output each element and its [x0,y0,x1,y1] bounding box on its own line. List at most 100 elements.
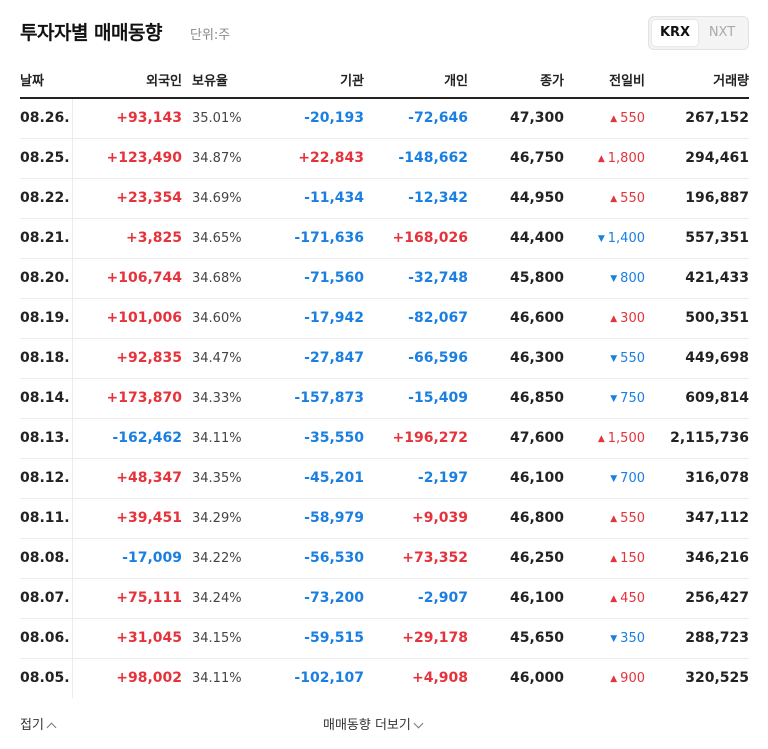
cell-change: ▼ 350 [564,618,645,659]
cell-change: ▼ 550 [564,338,645,379]
cell-foreign: +39,451 [72,498,182,539]
cell-close-value: 46,100 [509,470,564,486]
cell-foreign: +101,006 [72,298,182,339]
cell-close-value: 44,950 [509,190,564,206]
cell-date-value: 08.21. [20,230,70,246]
cell-institution: -35,550 [254,418,364,459]
cell-date: 08.05. [20,658,73,698]
cell-individual-value: -12,342 [408,190,468,206]
cell-change: ▼ 800 [564,258,645,299]
triangle-down-icon: ▼ [610,473,618,484]
cell-institution-value: -71,560 [304,270,364,286]
cell-close-value: 46,100 [509,590,564,606]
triangle-up-icon: ▲ [610,313,618,324]
table-row: 08.13. -162,462 34.11% -35,550 +196,272 47,60… [20,418,749,459]
cell-foreign-value: +92,835 [116,350,182,366]
cell-institution-value: -11,434 [304,190,364,206]
cell-close-value: 45,800 [509,270,564,286]
cell-date-value: 08.12. [20,470,70,486]
cell-institution: -59,515 [254,618,364,659]
cell-individual-value: -32,748 [408,270,468,286]
cell-individual-value: -148,662 [398,150,468,166]
cell-close: 47,600 [468,418,564,459]
cell-foreign-value: -17,009 [122,550,182,566]
cell-institution: -157,873 [254,378,364,419]
cell-change: ▼ 700 [564,458,645,499]
table-row: 08.12. +48,347 34.35% -45,201 -2,197 46,100 ▼ 7… [20,458,749,499]
cell-change-value: 700 [620,470,645,486]
cell-individual: +9,039 [364,498,468,539]
triangle-up-icon: ▲ [597,153,605,164]
cell-volume: 316,078 [645,458,749,499]
cell-close-value: 47,600 [509,430,564,446]
chevron-down-icon [413,718,424,729]
col-header-institution: 기관 [254,62,364,99]
cell-foreign-value: +3,825 [125,230,182,246]
cell-institution-value: -58,979 [304,510,364,526]
cell-ratio-value: 34.69% [192,190,242,206]
triangle-down-icon: ▼ [610,273,618,284]
cell-change-value: 450 [620,590,645,606]
page-title: 투자자별 매매동향 [20,22,162,44]
cell-change: ▲ 150 [564,538,645,579]
cell-institution-value: -157,873 [294,390,364,406]
cell-date-value: 08.26. [20,110,70,127]
cell-close: 47,300 [468,98,564,139]
cell-institution: -71,560 [254,258,364,299]
cell-close-value: 46,300 [509,350,564,366]
table-row: 08.22. +23,354 34.69% -11,434 -12,342 44,950 ▲… [20,178,749,219]
cell-close: 46,250 [468,538,564,579]
cell-ratio: 34.68% [182,258,254,299]
cell-ratio: 34.47% [182,338,254,379]
cell-change: ▲ 550 [564,178,645,219]
fold-button[interactable]: 접기 [20,714,57,733]
cell-change-value: 550 [620,350,645,366]
cell-foreign: +23,354 [72,178,182,219]
market-toggle: KRX NXT [648,16,749,50]
cell-volume-value: 294,461 [685,150,749,166]
cell-change-value: 750 [620,390,645,406]
cell-foreign-value: +23,354 [116,190,182,206]
cell-close: 44,950 [468,178,564,219]
cell-close-value: 47,300 [509,110,564,127]
cell-foreign: +106,744 [72,258,182,299]
cell-volume-value: 267,152 [685,110,749,127]
cell-close: 44,400 [468,218,564,259]
cell-individual-value: +9,039 [411,510,468,526]
cell-individual: -32,748 [364,258,468,299]
cell-foreign-value: -162,462 [112,430,182,446]
cell-volume-value: 288,723 [685,630,749,646]
cell-date: 08.22. [20,178,73,219]
col-header-individual: 개인 [364,62,468,99]
col-header-close: 종가 [468,62,564,99]
cell-date: 08.14. [20,378,73,419]
cell-institution-value: -20,193 [304,110,364,127]
table-row: 08.14. +173,870 34.33% -157,873 -15,409 46,85… [20,378,749,419]
table-header-row: 날짜 외국인 보유율 기관 개인 종가 전일비 거래량 [20,62,749,99]
cell-date-value: 08.14. [20,390,70,406]
cell-change: ▲ 1,800 [564,138,645,179]
cell-change-value: 150 [620,550,645,566]
cell-ratio-value: 34.60% [192,310,242,326]
cell-date: 08.18. [20,338,73,379]
tab-nxt[interactable]: NXT [708,25,736,40]
cell-foreign-value: +93,143 [116,110,182,127]
more-trading-button[interactable]: 매매동향 더보기 [323,714,424,733]
cell-ratio: 34.11% [182,418,254,459]
cell-foreign: -162,462 [72,418,182,459]
cell-ratio: 34.69% [182,178,254,219]
cell-change-value: 300 [620,310,645,326]
cell-change: ▼ 1,400 [564,218,645,259]
cell-date: 08.26. [20,98,73,139]
cell-ratio-value: 34.33% [192,390,242,406]
cell-volume-value: 320,525 [685,670,749,687]
cell-volume-value: 421,433 [685,270,749,286]
tab-krx[interactable]: KRX [652,20,698,46]
fold-label: 접기 [20,718,44,733]
cell-individual-value: +73,352 [402,550,468,566]
section-header: 투자자별 매매동향 단위:주 KRX NXT [20,16,749,52]
cell-volume: 347,112 [645,498,749,539]
cell-date-value: 08.20. [20,270,70,286]
cell-close: 46,800 [468,498,564,539]
cell-individual: +29,178 [364,618,468,659]
